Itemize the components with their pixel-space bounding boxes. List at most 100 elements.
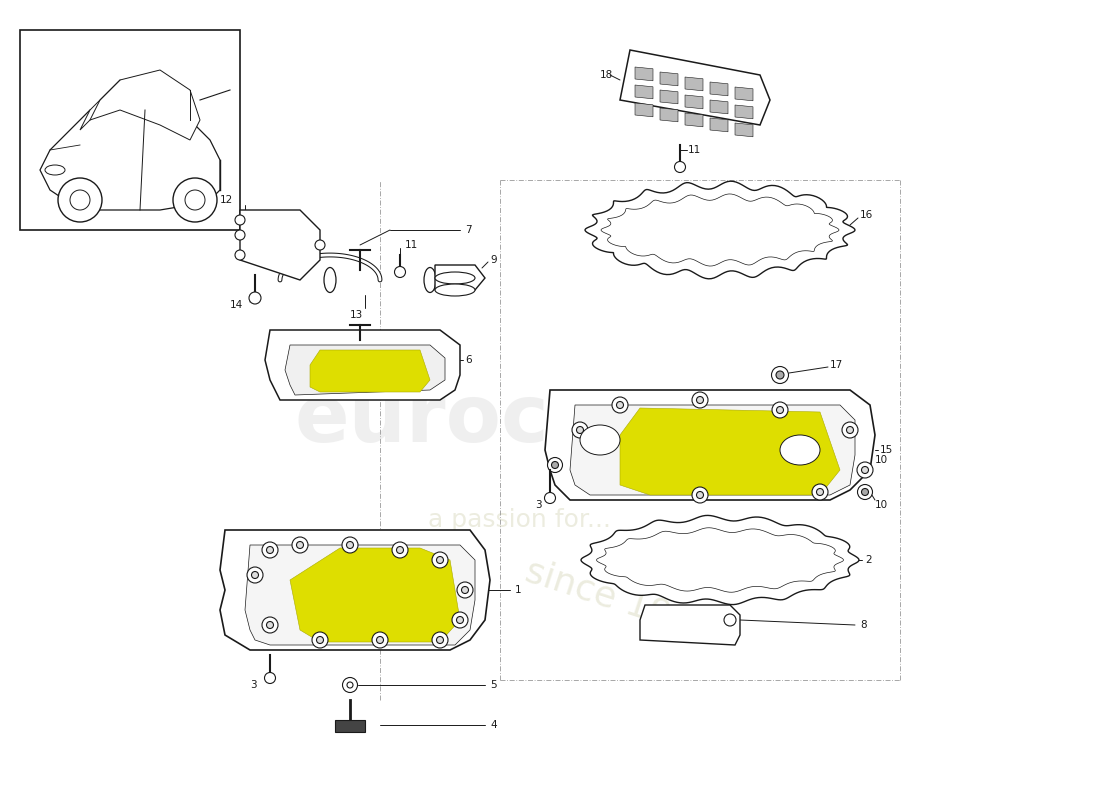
Text: 3: 3 (535, 500, 541, 510)
Polygon shape (585, 181, 855, 279)
Circle shape (292, 537, 308, 553)
Polygon shape (265, 330, 460, 400)
Ellipse shape (434, 272, 475, 284)
Circle shape (857, 462, 873, 478)
Text: 16: 16 (860, 210, 873, 220)
Circle shape (315, 240, 324, 250)
Circle shape (551, 462, 559, 469)
Circle shape (262, 617, 278, 633)
Circle shape (432, 552, 448, 568)
Circle shape (456, 617, 463, 623)
Polygon shape (710, 82, 728, 96)
Circle shape (58, 178, 102, 222)
Polygon shape (80, 70, 200, 140)
Polygon shape (735, 105, 754, 119)
Polygon shape (620, 50, 770, 125)
Circle shape (696, 397, 704, 403)
Circle shape (346, 682, 353, 688)
Polygon shape (635, 85, 653, 99)
Circle shape (576, 426, 583, 434)
Circle shape (771, 366, 789, 383)
Circle shape (692, 392, 708, 408)
Text: eurocares: eurocares (294, 381, 746, 459)
Text: 11: 11 (688, 145, 702, 155)
Polygon shape (220, 530, 490, 650)
Circle shape (544, 493, 556, 503)
Polygon shape (660, 90, 678, 104)
Circle shape (235, 250, 245, 260)
Polygon shape (285, 345, 446, 395)
Circle shape (248, 567, 263, 583)
Polygon shape (434, 265, 485, 290)
Polygon shape (40, 100, 220, 210)
Bar (20, 30, 240, 230)
Text: 9: 9 (490, 255, 496, 265)
Circle shape (776, 371, 784, 379)
Polygon shape (660, 108, 678, 122)
Circle shape (812, 484, 828, 500)
Polygon shape (735, 123, 754, 137)
Circle shape (437, 557, 443, 563)
Polygon shape (685, 77, 703, 91)
Polygon shape (635, 67, 653, 81)
Polygon shape (710, 118, 728, 132)
Polygon shape (310, 350, 430, 392)
Polygon shape (240, 210, 320, 280)
Text: 8: 8 (860, 620, 867, 630)
Circle shape (70, 190, 90, 210)
Circle shape (266, 546, 274, 554)
Polygon shape (685, 113, 703, 127)
Ellipse shape (780, 435, 820, 465)
Text: 15: 15 (880, 445, 893, 455)
Ellipse shape (434, 284, 475, 296)
Circle shape (297, 542, 304, 549)
Circle shape (858, 485, 872, 499)
Text: 4: 4 (490, 720, 496, 730)
Text: since 1985: since 1985 (521, 554, 719, 646)
Text: 13: 13 (350, 310, 363, 320)
Circle shape (696, 491, 704, 498)
Circle shape (235, 215, 245, 225)
Circle shape (312, 632, 328, 648)
Circle shape (317, 637, 323, 643)
Circle shape (452, 612, 468, 628)
Circle shape (462, 586, 469, 594)
Circle shape (262, 542, 278, 558)
Polygon shape (640, 605, 740, 645)
Circle shape (692, 487, 708, 503)
Circle shape (346, 542, 353, 549)
Polygon shape (581, 515, 859, 605)
Circle shape (185, 190, 205, 210)
Circle shape (432, 632, 448, 648)
Polygon shape (570, 405, 855, 495)
Text: a passion for...: a passion for... (429, 508, 612, 532)
Polygon shape (601, 194, 839, 266)
Circle shape (548, 458, 562, 473)
Ellipse shape (324, 267, 336, 293)
Ellipse shape (45, 165, 65, 175)
Circle shape (456, 582, 473, 598)
Text: 5: 5 (490, 680, 496, 690)
Text: 10: 10 (874, 500, 888, 510)
Polygon shape (735, 87, 754, 101)
Circle shape (437, 637, 443, 643)
Polygon shape (620, 408, 840, 495)
Circle shape (861, 489, 869, 495)
Circle shape (724, 614, 736, 626)
Circle shape (777, 406, 783, 414)
Bar (336, 720, 365, 732)
Text: 12: 12 (220, 195, 233, 205)
Polygon shape (685, 95, 703, 109)
Polygon shape (660, 72, 678, 86)
Circle shape (249, 292, 261, 304)
Ellipse shape (424, 267, 436, 293)
Ellipse shape (580, 425, 620, 455)
Circle shape (396, 546, 404, 554)
Polygon shape (635, 103, 653, 117)
Circle shape (816, 489, 824, 495)
Circle shape (674, 162, 685, 173)
Text: 11: 11 (405, 240, 418, 250)
Text: 10: 10 (874, 455, 888, 465)
Circle shape (572, 422, 588, 438)
Circle shape (842, 422, 858, 438)
